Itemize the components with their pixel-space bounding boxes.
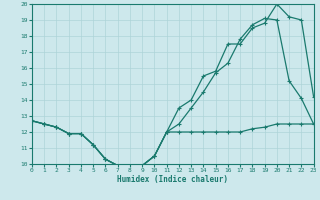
X-axis label: Humidex (Indice chaleur): Humidex (Indice chaleur): [117, 175, 228, 184]
